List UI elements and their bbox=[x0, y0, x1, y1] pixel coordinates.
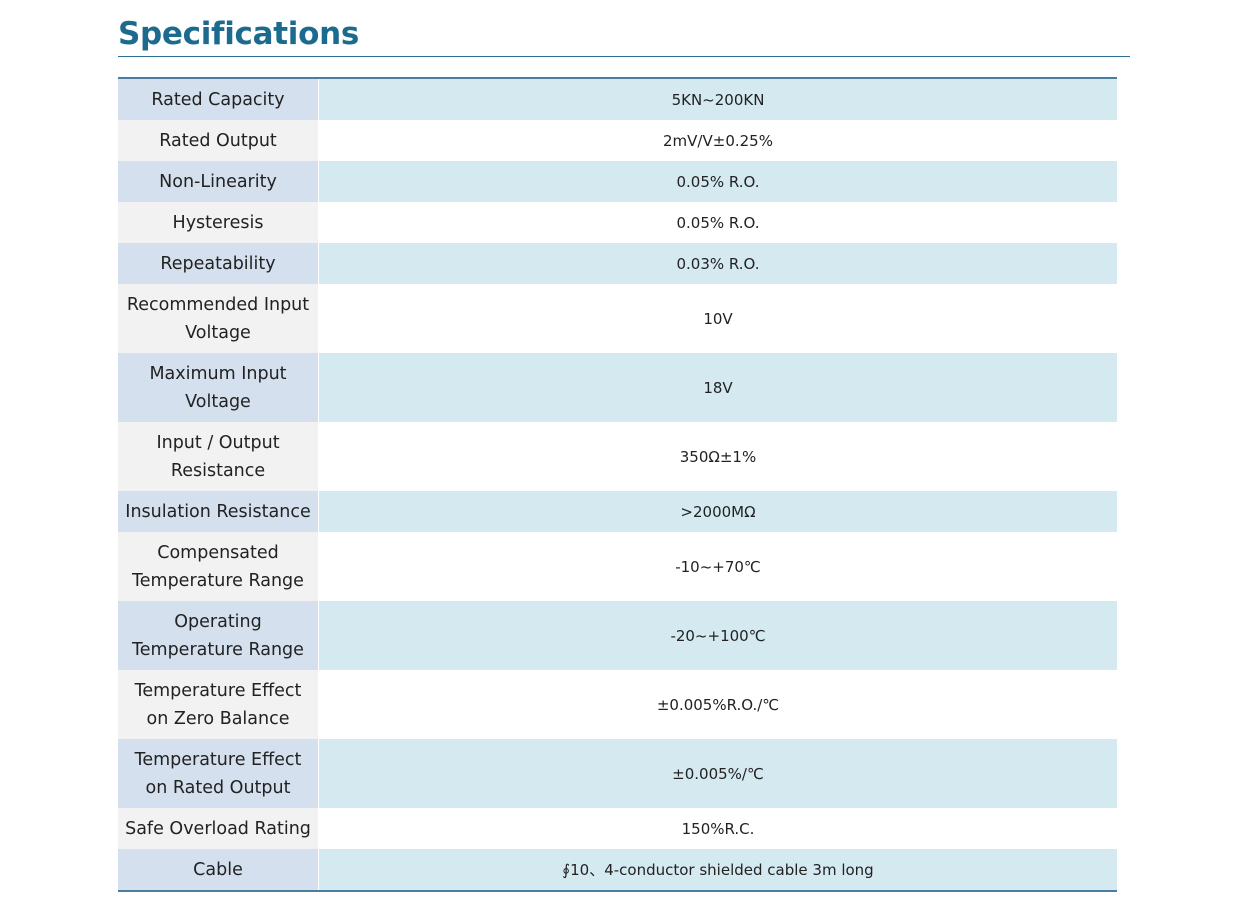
spec-row-cable: Cable ∮10、4-conductor shielded cable 3m … bbox=[118, 849, 1117, 890]
spec-row-recommended-input-voltage: Recommended Input Voltage 10V bbox=[118, 284, 1117, 353]
spec-row-temperature-effect-rated-output: Temperature Effect on Rated Output ±0.00… bbox=[118, 739, 1117, 808]
spec-value: >2000MΩ bbox=[319, 491, 1117, 532]
spec-row-non-linearity: Non-Linearity 0.05% R.O. bbox=[118, 161, 1117, 202]
spec-row-operating-temperature-range: Operating Temperature Range -20~+100℃ bbox=[118, 601, 1117, 670]
spec-label: Rated Capacity bbox=[118, 79, 319, 120]
spec-row-rated-output: Rated Output 2mV/V±0.25% bbox=[118, 120, 1117, 161]
spec-value: 150%R.C. bbox=[319, 808, 1117, 849]
spec-value: -10~+70℃ bbox=[319, 532, 1117, 601]
spec-label: Hysteresis bbox=[118, 202, 319, 243]
spec-row-compensated-temperature-range: Compensated Temperature Range -10~+70℃ bbox=[118, 532, 1117, 601]
spec-label: Cable bbox=[118, 849, 319, 890]
spec-value: ±0.005%/℃ bbox=[319, 739, 1117, 808]
spec-value: 0.03% R.O. bbox=[319, 243, 1117, 284]
spec-value: 5KN~200KN bbox=[319, 79, 1117, 120]
spec-label: Insulation Resistance bbox=[118, 491, 319, 532]
spec-label: Repeatability bbox=[118, 243, 319, 284]
spec-label: Rated Output bbox=[118, 120, 319, 161]
page-title: Specifications bbox=[118, 16, 360, 52]
title-divider bbox=[118, 56, 1130, 57]
spec-label: Non-Linearity bbox=[118, 161, 319, 202]
spec-row-maximum-input-voltage: Maximum Input Voltage 18V bbox=[118, 353, 1117, 422]
spec-value: 0.05% R.O. bbox=[319, 202, 1117, 243]
spec-value: 18V bbox=[319, 353, 1117, 422]
spec-label: Temperature Effect on Rated Output bbox=[118, 739, 319, 808]
spec-label: Operating Temperature Range bbox=[118, 601, 319, 670]
spec-row-temperature-effect-zero-balance: Temperature Effect on Zero Balance ±0.00… bbox=[118, 670, 1117, 739]
spec-label: Recommended Input Voltage bbox=[118, 284, 319, 353]
spec-row-safe-overload-rating: Safe Overload Rating 150%R.C. bbox=[118, 808, 1117, 849]
spec-label: Safe Overload Rating bbox=[118, 808, 319, 849]
spec-label: Compensated Temperature Range bbox=[118, 532, 319, 601]
spec-value: 10V bbox=[319, 284, 1117, 353]
spec-label: Input / Output Resistance bbox=[118, 422, 319, 491]
spec-row-insulation-resistance: Insulation Resistance >2000MΩ bbox=[118, 491, 1117, 532]
spec-row-input-output-resistance: Input / Output Resistance 350Ω±1% bbox=[118, 422, 1117, 491]
spec-label: Temperature Effect on Zero Balance bbox=[118, 670, 319, 739]
spec-value: 0.05% R.O. bbox=[319, 161, 1117, 202]
spec-row-repeatability: Repeatability 0.03% R.O. bbox=[118, 243, 1117, 284]
spec-label: Maximum Input Voltage bbox=[118, 353, 319, 422]
specifications-table: Rated Capacity 5KN~200KN Rated Output 2m… bbox=[118, 77, 1117, 892]
spec-row-hysteresis: Hysteresis 0.05% R.O. bbox=[118, 202, 1117, 243]
spec-row-rated-capacity: Rated Capacity 5KN~200KN bbox=[118, 79, 1117, 120]
spec-value: 2mV/V±0.25% bbox=[319, 120, 1117, 161]
spec-value: ±0.005%R.O./℃ bbox=[319, 670, 1117, 739]
spec-value: 350Ω±1% bbox=[319, 422, 1117, 491]
spec-value: -20~+100℃ bbox=[319, 601, 1117, 670]
spec-value: ∮10、4-conductor shielded cable 3m long bbox=[319, 849, 1117, 890]
